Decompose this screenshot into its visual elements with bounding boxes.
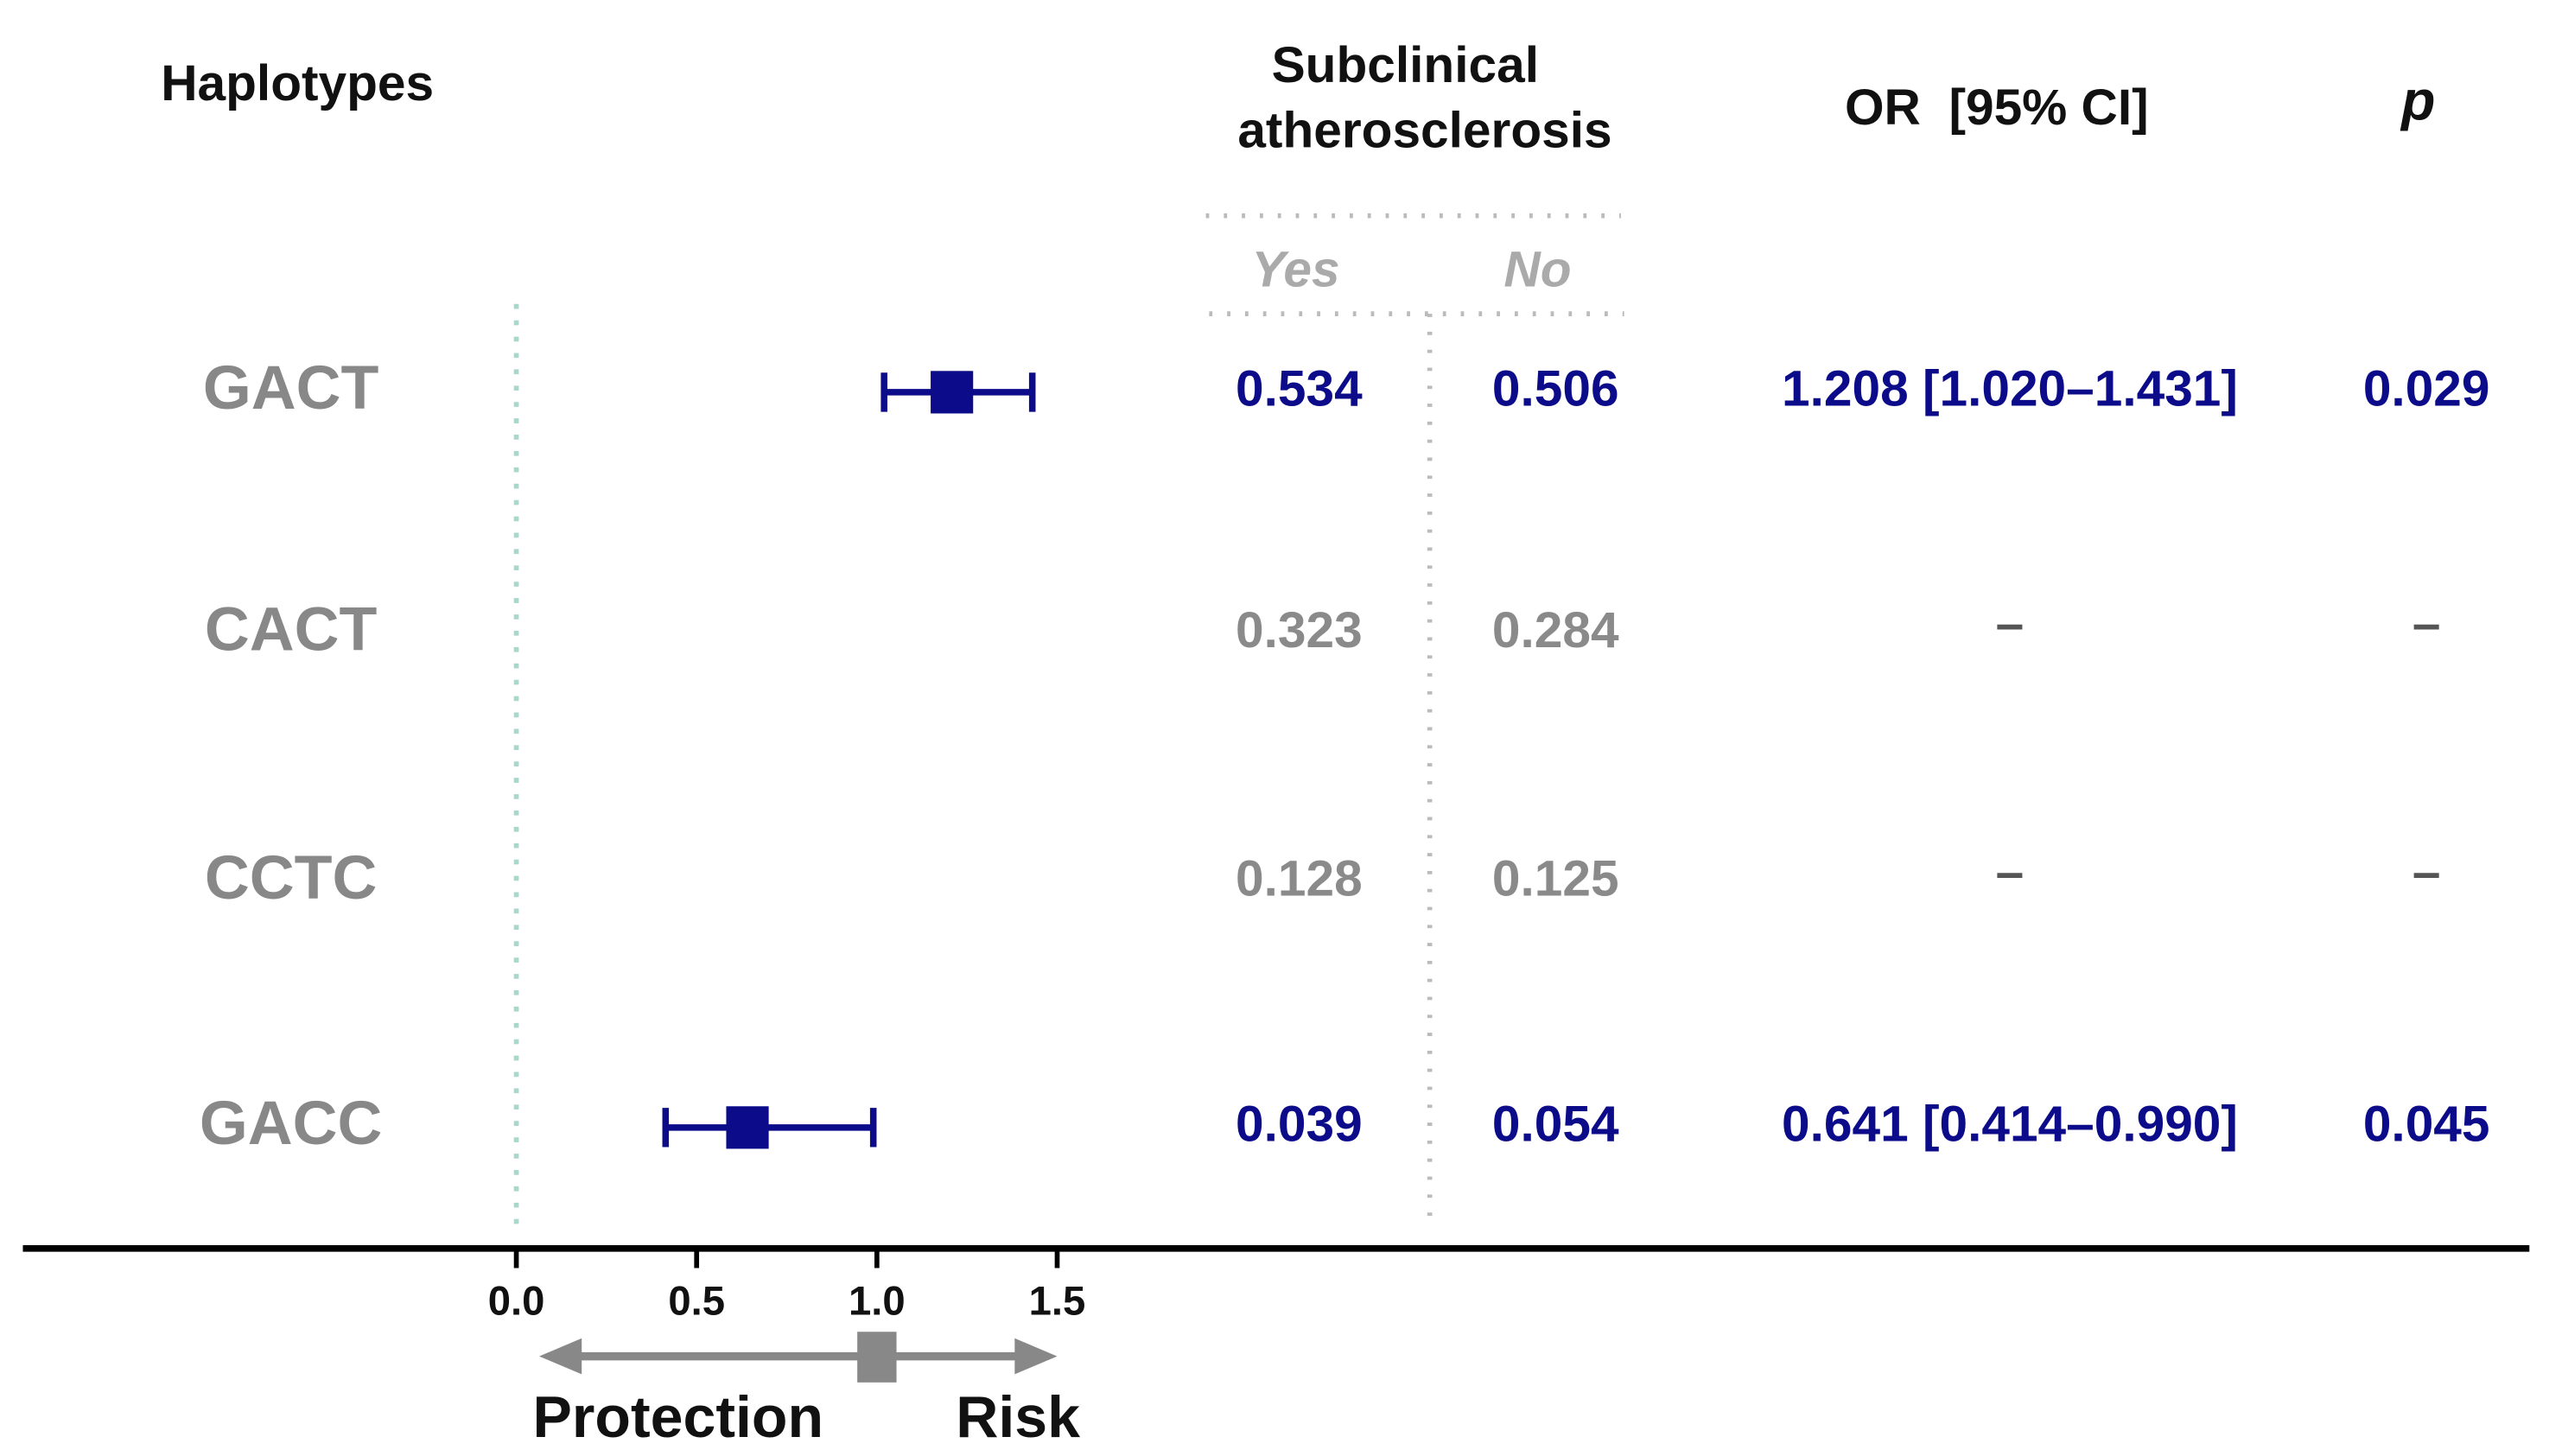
freq-yes: 0.039	[1236, 1096, 1363, 1152]
freq-yes: 0.128	[1236, 851, 1363, 907]
p-label: –	[2412, 596, 2441, 652]
arrow-head	[1014, 1338, 1058, 1375]
haplotype-label: CCTC	[205, 843, 378, 912]
arrow-label: Protection	[532, 1384, 823, 1450]
header-outcome: Subclinical	[1272, 37, 1539, 93]
arrow-head	[539, 1338, 582, 1375]
p-label: 0.029	[2363, 360, 2490, 416]
freq-no: 0.506	[1492, 360, 1619, 416]
or-ci-label: 1.208 [1.020–1.431]	[1782, 360, 2238, 416]
reference-marker	[857, 1332, 897, 1383]
x-tick-label: 1.0	[849, 1279, 906, 1325]
haplotype-label: CACT	[205, 595, 378, 664]
or-ci-label: –	[1996, 844, 2025, 900]
x-tick-label: 1.5	[1029, 1279, 1086, 1325]
or-point	[726, 1106, 769, 1149]
header-no: No	[1503, 241, 1571, 297]
header-p: p	[2400, 69, 2435, 131]
or-ci-label: –	[1996, 596, 2025, 652]
x-tick-label: 0.5	[668, 1279, 725, 1325]
freq-no: 0.284	[1492, 602, 1619, 658]
or-ci-label: 0.641 [0.414–0.990]	[1782, 1096, 2238, 1152]
haplotype-label: GACC	[200, 1089, 383, 1158]
freq-yes: 0.323	[1236, 602, 1363, 658]
p-label: –	[2412, 844, 2441, 900]
haplotype-label: GACT	[203, 353, 379, 423]
p-label: 0.045	[2363, 1096, 2490, 1152]
freq-yes: 0.534	[1236, 360, 1363, 416]
freq-no: 0.125	[1492, 851, 1619, 907]
header-yes: Yes	[1252, 241, 1340, 297]
x-tick-label: 0.0	[488, 1279, 545, 1325]
header-haplotypes: Haplotypes	[161, 55, 434, 111]
freq-no: 0.054	[1492, 1096, 1619, 1152]
header-or: OR [95% CI]	[1845, 79, 2149, 136]
header-outcome: atherosclerosis	[1237, 103, 1611, 159]
arrow-label: Risk	[956, 1384, 1080, 1450]
or-point	[931, 371, 974, 414]
